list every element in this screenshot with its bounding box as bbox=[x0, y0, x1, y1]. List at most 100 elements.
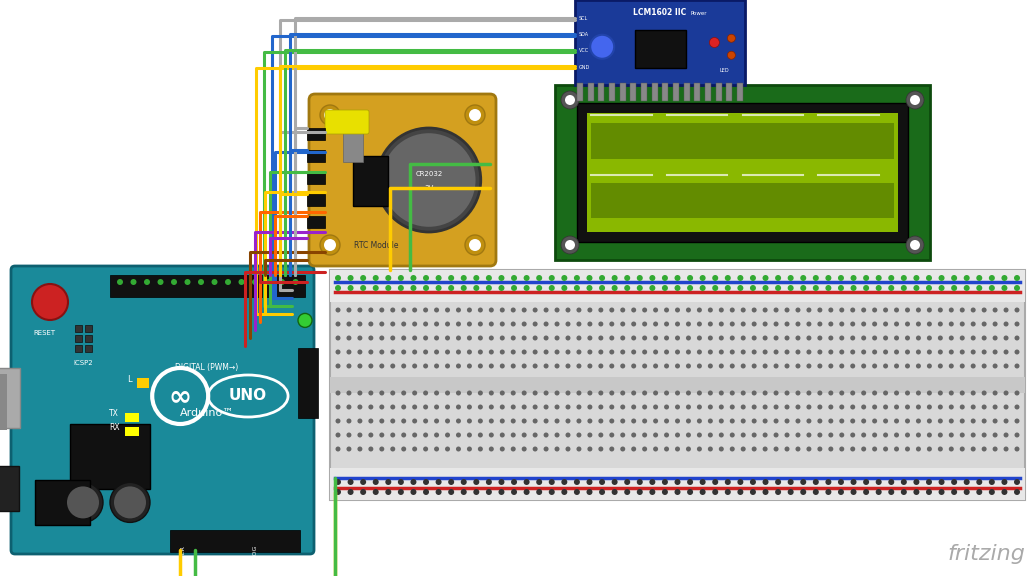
Circle shape bbox=[873, 446, 877, 452]
Circle shape bbox=[379, 433, 384, 438]
Circle shape bbox=[653, 419, 658, 423]
Circle shape bbox=[914, 285, 919, 291]
Circle shape bbox=[914, 275, 919, 281]
Circle shape bbox=[763, 479, 769, 485]
Circle shape bbox=[697, 363, 702, 369]
Circle shape bbox=[806, 419, 811, 423]
Circle shape bbox=[588, 404, 592, 410]
Circle shape bbox=[981, 321, 986, 327]
Circle shape bbox=[467, 335, 472, 340]
Circle shape bbox=[649, 479, 655, 485]
Circle shape bbox=[612, 479, 618, 485]
Circle shape bbox=[796, 335, 800, 340]
Circle shape bbox=[712, 285, 718, 291]
Circle shape bbox=[773, 404, 778, 410]
Circle shape bbox=[697, 404, 702, 410]
Circle shape bbox=[565, 308, 570, 313]
Circle shape bbox=[511, 479, 518, 485]
Circle shape bbox=[412, 321, 417, 327]
Text: ICSP2: ICSP2 bbox=[73, 360, 92, 366]
Circle shape bbox=[434, 308, 439, 313]
Circle shape bbox=[730, 335, 735, 340]
Circle shape bbox=[788, 479, 794, 485]
Circle shape bbox=[916, 433, 921, 438]
Circle shape bbox=[873, 363, 877, 369]
Circle shape bbox=[850, 391, 855, 396]
Circle shape bbox=[448, 489, 454, 495]
Circle shape bbox=[543, 363, 549, 369]
Circle shape bbox=[144, 279, 150, 285]
Circle shape bbox=[368, 335, 374, 340]
Circle shape bbox=[402, 446, 406, 452]
Circle shape bbox=[938, 308, 943, 313]
Circle shape bbox=[873, 391, 877, 396]
Circle shape bbox=[436, 479, 442, 485]
Circle shape bbox=[642, 363, 647, 369]
Circle shape bbox=[211, 279, 217, 285]
Circle shape bbox=[883, 363, 888, 369]
Bar bbox=[125, 413, 140, 422]
Circle shape bbox=[423, 275, 430, 281]
Circle shape bbox=[839, 446, 845, 452]
Circle shape bbox=[861, 433, 866, 438]
Circle shape bbox=[914, 489, 919, 495]
Circle shape bbox=[741, 404, 745, 410]
Circle shape bbox=[434, 391, 439, 396]
Circle shape bbox=[825, 489, 831, 495]
Circle shape bbox=[533, 363, 537, 369]
Circle shape bbox=[377, 128, 480, 232]
Circle shape bbox=[839, 433, 845, 438]
Circle shape bbox=[599, 479, 605, 485]
Circle shape bbox=[565, 335, 570, 340]
Circle shape bbox=[642, 404, 647, 410]
Circle shape bbox=[916, 335, 921, 340]
Circle shape bbox=[436, 285, 442, 291]
Circle shape bbox=[926, 285, 932, 291]
Circle shape bbox=[697, 433, 702, 438]
Circle shape bbox=[489, 308, 494, 313]
Circle shape bbox=[500, 363, 505, 369]
Circle shape bbox=[561, 285, 567, 291]
Circle shape bbox=[750, 479, 756, 485]
Circle shape bbox=[631, 419, 637, 423]
Bar bbox=[170, 530, 300, 552]
Circle shape bbox=[883, 391, 888, 396]
Circle shape bbox=[500, 321, 505, 327]
Circle shape bbox=[737, 479, 743, 485]
Circle shape bbox=[434, 404, 439, 410]
Circle shape bbox=[700, 489, 706, 495]
Circle shape bbox=[565, 95, 575, 105]
Circle shape bbox=[473, 275, 479, 281]
Circle shape bbox=[927, 321, 932, 327]
Circle shape bbox=[686, 391, 691, 396]
Circle shape bbox=[728, 51, 736, 59]
Circle shape bbox=[796, 321, 800, 327]
Bar bbox=[307, 172, 325, 184]
Circle shape bbox=[775, 275, 781, 281]
Circle shape bbox=[876, 285, 882, 291]
Circle shape bbox=[775, 489, 781, 495]
Circle shape bbox=[938, 321, 943, 327]
Circle shape bbox=[445, 350, 450, 354]
Circle shape bbox=[718, 433, 723, 438]
Circle shape bbox=[828, 321, 833, 327]
Circle shape bbox=[357, 308, 362, 313]
Circle shape bbox=[434, 419, 439, 423]
Circle shape bbox=[357, 433, 362, 438]
Circle shape bbox=[675, 308, 680, 313]
Circle shape bbox=[988, 285, 995, 291]
Circle shape bbox=[785, 404, 790, 410]
Circle shape bbox=[838, 285, 844, 291]
Circle shape bbox=[883, 446, 888, 452]
Circle shape bbox=[500, 335, 505, 340]
Circle shape bbox=[379, 308, 384, 313]
Circle shape bbox=[599, 489, 605, 495]
Circle shape bbox=[157, 279, 164, 285]
Circle shape bbox=[894, 391, 899, 396]
Circle shape bbox=[1002, 489, 1007, 495]
Circle shape bbox=[599, 285, 605, 291]
Circle shape bbox=[536, 275, 542, 281]
Circle shape bbox=[1002, 275, 1007, 281]
Circle shape bbox=[357, 321, 362, 327]
Circle shape bbox=[712, 275, 718, 281]
